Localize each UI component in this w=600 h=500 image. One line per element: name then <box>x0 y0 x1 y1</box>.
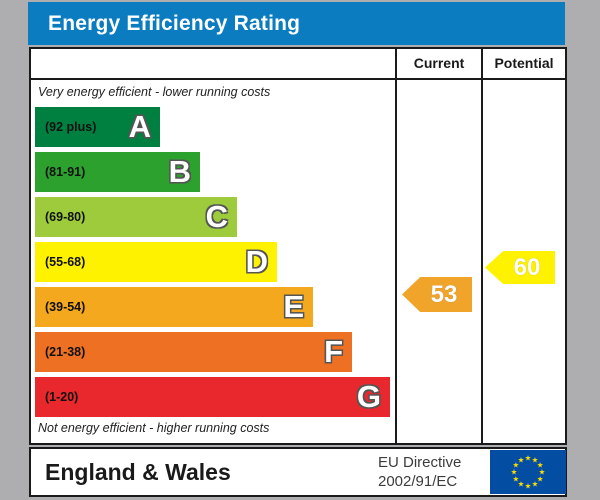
svg-text:★: ★ <box>513 475 520 484</box>
band-letter: D <box>245 244 268 279</box>
band-row-g: (1-20) G <box>35 377 390 417</box>
svg-text:★: ★ <box>537 475 544 484</box>
svg-text:★: ★ <box>537 461 544 470</box>
svg-text:★: ★ <box>518 456 525 465</box>
rating-table: Current Potential Very energy efficient … <box>29 47 567 445</box>
eu-directive-line2: 2002/91/EC <box>378 473 458 490</box>
top-note: Very energy efficient - lower running co… <box>38 85 271 99</box>
footer: England & Wales EU Directive 2002/91/EC … <box>29 447 567 497</box>
current-rating-arrow: 53 <box>402 277 472 312</box>
band-range-label: (92 plus) <box>45 120 97 134</box>
band-letter: A <box>128 109 151 144</box>
band-letter: F <box>324 334 343 369</box>
band-row-f: (21-38) F <box>35 332 352 372</box>
band-row-c: (69-80) C <box>35 197 237 237</box>
band-row-a: (92 plus) A <box>35 107 160 147</box>
column-divider-current <box>395 49 397 443</box>
region-label: England & Wales <box>45 459 231 485</box>
svg-text:★: ★ <box>539 468 546 477</box>
svg-text:★: ★ <box>511 468 518 477</box>
eu-directive-text: EU Directive 2002/91/EC <box>378 453 484 491</box>
band-row-b: (81-91) B <box>35 152 200 192</box>
svg-text:★: ★ <box>525 454 532 463</box>
svg-text:★: ★ <box>532 456 539 465</box>
band-letter: G <box>356 379 381 414</box>
band-range-label: (69-80) <box>45 210 86 224</box>
band-range-label: (1-20) <box>45 390 79 404</box>
eu-directive-line1: EU Directive <box>378 454 462 471</box>
band-row-d: (55-68) D <box>35 242 277 282</box>
column-divider-potential <box>481 49 483 443</box>
page-title: Energy Efficiency Rating <box>28 2 565 45</box>
svg-text:★: ★ <box>518 480 525 489</box>
potential-rating-arrow: 60 <box>485 251 555 284</box>
band-range-label: (81-91) <box>45 165 86 179</box>
eu-flag-icon: ★ ★★★★★★★★★★★ <box>490 450 566 494</box>
svg-text:★: ★ <box>513 461 520 470</box>
band-letter: C <box>205 199 228 234</box>
bottom-note: Not energy efficient - higher running co… <box>38 421 270 435</box>
band-range-label: (39-54) <box>45 300 86 314</box>
band-letter: B <box>168 154 191 189</box>
svg-text:★: ★ <box>532 480 539 489</box>
band-range-label: (55-68) <box>45 255 86 269</box>
band-range-label: (21-38) <box>45 345 86 359</box>
header-divider-line <box>31 78 565 80</box>
current-column-header: Current <box>413 55 465 71</box>
band-row-e: (39-54) E <box>35 287 313 327</box>
potential-column-header: Potential <box>494 55 554 71</box>
svg-text:★: ★ <box>525 482 532 491</box>
band-letter: E <box>283 289 304 324</box>
